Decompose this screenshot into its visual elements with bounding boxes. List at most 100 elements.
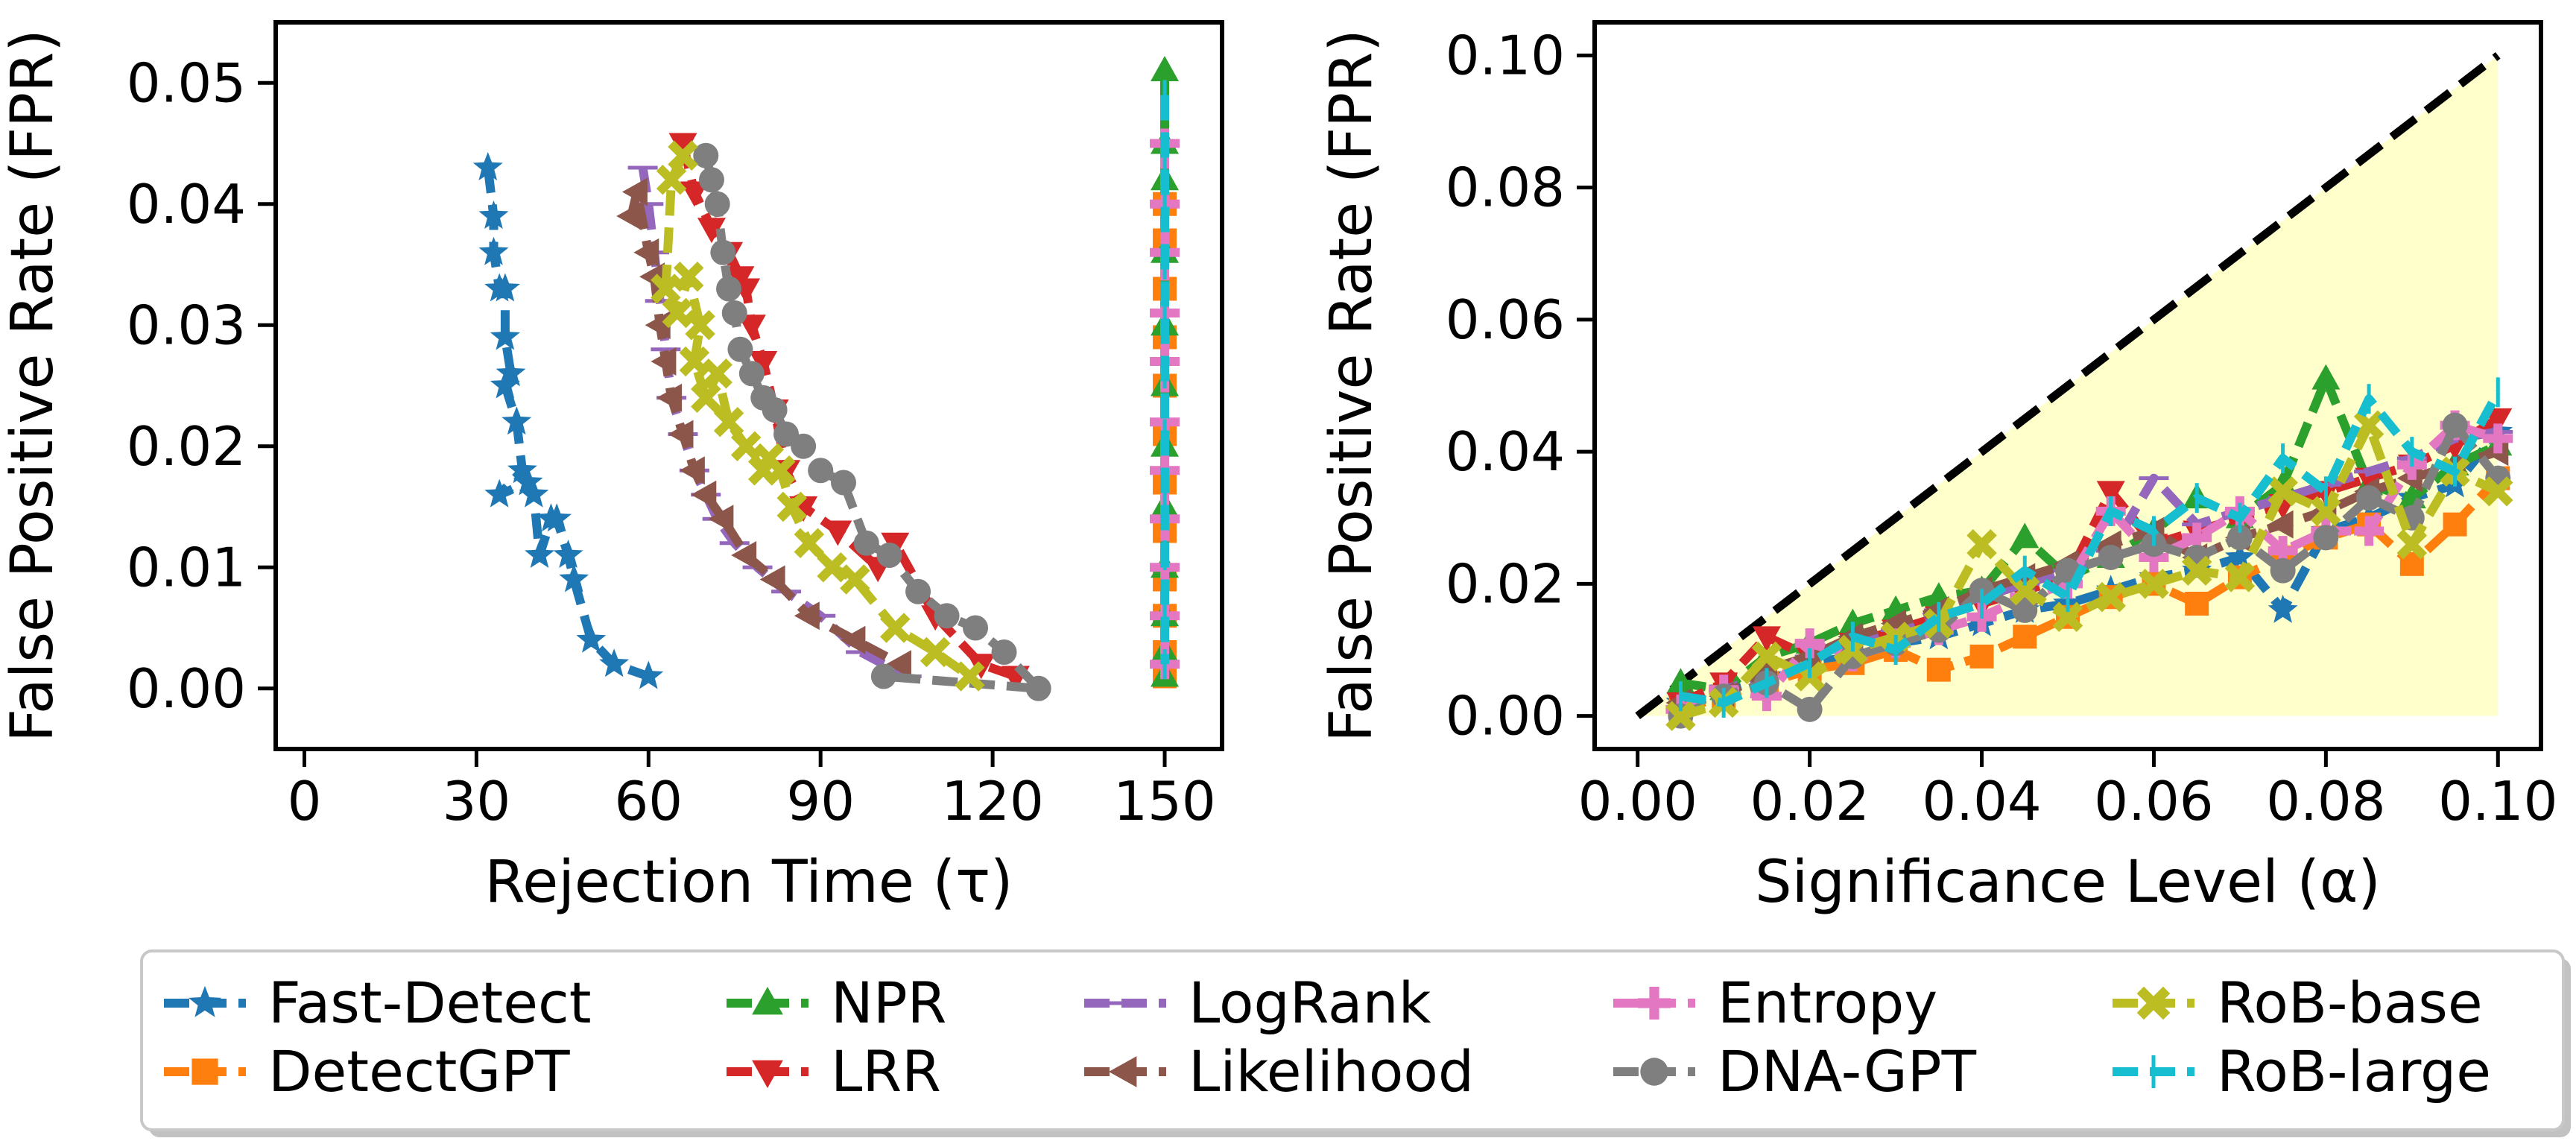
- chart1-point-likelihood: [679, 456, 705, 485]
- chart1-point-fast-detect: [576, 624, 607, 653]
- chart1-point-dna-gpt: [934, 603, 960, 629]
- chart2-point-likelihood: [2268, 510, 2294, 539]
- chart1-point-rob-base: [776, 491, 807, 522]
- chart2-point-rob-base: [2052, 601, 2083, 632]
- chart2-point-rob-base: [1751, 641, 1782, 672]
- legend-item-rob-large: RoB-large: [2113, 1038, 2491, 1105]
- legend-item-entropy: Entropy: [1613, 970, 1937, 1036]
- legend-item-npr: NPR: [727, 970, 947, 1036]
- chart1-point-fast-detect: [496, 358, 526, 387]
- chart1-point-rob-base: [840, 564, 870, 595]
- legend-item-detectgpt: DetectGPT: [164, 1038, 570, 1105]
- legend-label: LRR: [831, 1038, 941, 1105]
- chart1-point-likelihood: [885, 650, 911, 679]
- chart1-point-fast-detect: [559, 563, 589, 592]
- chart2-x-tick-label: 0.10: [2438, 770, 2557, 832]
- chart1-point-rob-base: [691, 382, 721, 413]
- chart1-point-fast-detect: [478, 200, 509, 229]
- chart1-point-dna-gpt: [693, 142, 719, 168]
- chart1-point-likelihood: [691, 480, 717, 509]
- chart1-point-dna-gpt: [716, 276, 742, 302]
- chart1-point-fast-detect: [599, 648, 630, 677]
- chart1-point-rob-base: [668, 140, 698, 171]
- chart1-point-lrr: [697, 218, 726, 244]
- legend-marker-detectgpt: [192, 1058, 218, 1085]
- chart2-point-detectgpt: [1926, 657, 1951, 682]
- chart1-point-dna-gpt: [905, 578, 931, 604]
- chart1-point-dna-gpt: [727, 336, 753, 362]
- chart2-point-detectgpt: [2443, 512, 2467, 537]
- chart-left-rejection-time: 0 30 60 90 120 150 0.00 0.01 0.02 0.03 0.04 0.05 Rej…: [0, 20, 1224, 916]
- chart2-point-rob-base: [2139, 569, 2169, 599]
- chart1-point-rob-base: [651, 274, 681, 304]
- chart2-point-npr: [2311, 364, 2341, 390]
- chart1-point-dna-gpt: [963, 615, 989, 641]
- chart2-point-lrr: [2096, 481, 2125, 507]
- chart2-plot-frame: [1592, 20, 2543, 751]
- legend-item-dna-gpt: DNA-GPT: [1613, 1038, 1977, 1105]
- chart2-x-tick-label: 0.06: [2094, 770, 2213, 832]
- chart1-point-rob-base: [702, 358, 732, 389]
- chart2-point-entropy: [2354, 516, 2384, 546]
- chart1-point-dna-gpt: [991, 639, 1017, 665]
- legend-label: DetectGPT: [268, 1038, 570, 1105]
- chart2-point-detectgpt: [1969, 644, 1994, 669]
- chart1-point-fast-detect: [507, 455, 537, 484]
- chart1-point-dna-gpt: [1025, 675, 1051, 701]
- chart2-point-npr: [2010, 522, 2039, 549]
- chart1-line-likelihood: [627, 187, 903, 669]
- chart2-y-tick-label: 0.00: [1446, 685, 1565, 748]
- chart2-point-fast-detect: [2224, 542, 2255, 570]
- legend-marker-entropy: [1638, 987, 1671, 1020]
- chart2-point-dna-gpt: [1797, 696, 1823, 722]
- chart1-point-rob-base: [880, 613, 911, 643]
- chart1-point-likelihood: [668, 420, 694, 449]
- legend-label: LogRank: [1189, 970, 1431, 1036]
- chart1-point-fast-detect: [513, 467, 543, 496]
- chart2-point-rob-base: [2353, 410, 2384, 440]
- chart1-y-tick-label: 0.03: [127, 294, 246, 356]
- chart2-point-dna-gpt: [2356, 485, 2382, 511]
- chart1-point-fast-detect: [525, 540, 554, 568]
- legend-marker-likelihood: [1109, 1056, 1137, 1087]
- chart2-point-rob-base: [2181, 555, 2212, 586]
- legend-item-fast-detect: Fast-Detect: [164, 970, 592, 1036]
- chart2-y-tick-label: 0.06: [1446, 288, 1565, 351]
- chart1-point-rob-base: [662, 297, 693, 329]
- legend-label: RoB-large: [2217, 1038, 2491, 1105]
- chart2-point-dna-gpt: [2012, 597, 2038, 623]
- chart1-point-likelihood: [759, 565, 785, 594]
- chart1-point-dna-gpt: [791, 433, 817, 459]
- legend-marker-rob-base: [2136, 986, 2171, 1020]
- chart1-y-tick-label: 0.05: [127, 51, 246, 114]
- chart1-point-likelihood: [731, 541, 757, 569]
- legend-marker-npr: [752, 987, 783, 1015]
- chart1-x-axis-label: Rejection Time (τ): [485, 849, 1013, 916]
- chart1-point-dna-gpt: [762, 397, 788, 423]
- legend-marker-dna-gpt: [1640, 1058, 1668, 1086]
- chart1-point-dna-gpt: [721, 300, 747, 326]
- chart1-point-rob-base: [656, 165, 687, 195]
- chart2-point-dna-gpt: [2098, 544, 2124, 570]
- chart1-point-dna-gpt: [704, 191, 730, 217]
- chart2-point-entropy: [2483, 423, 2513, 454]
- chart1-point-lrr: [749, 351, 778, 376]
- chart-right-significance-level: 0.00 0.02 0.04 0.06 0.08 0.10 0.00 0.02 0.04 0.06…: [1318, 20, 2557, 916]
- chart2-point-rob-base: [2224, 562, 2256, 592]
- chart2-point-rob-base: [2010, 575, 2040, 606]
- legend-marker-lrr: [752, 1060, 783, 1088]
- legend-item-logrank: LogRank: [1084, 970, 1431, 1036]
- chart1-point-fast-detect: [519, 478, 549, 508]
- chart2-point-lrr: [1752, 626, 1781, 652]
- chart1-point-likelihood: [616, 202, 642, 230]
- chart1-y-tick-label: 0.01: [127, 536, 246, 598]
- chart1-x-tick-label: 90: [786, 770, 855, 832]
- chart1-point-fast-detect: [484, 478, 515, 508]
- chart2-y-tick-label: 0.02: [1446, 552, 1565, 615]
- chart1-point-rob-base: [817, 552, 847, 583]
- chart1-point-fast-detect: [478, 236, 509, 265]
- chart1-x-tick-label: 150: [1113, 770, 1215, 832]
- legend-item-rob-base: RoB-base: [2113, 970, 2483, 1036]
- chart2-point-dna-gpt: [2270, 557, 2296, 584]
